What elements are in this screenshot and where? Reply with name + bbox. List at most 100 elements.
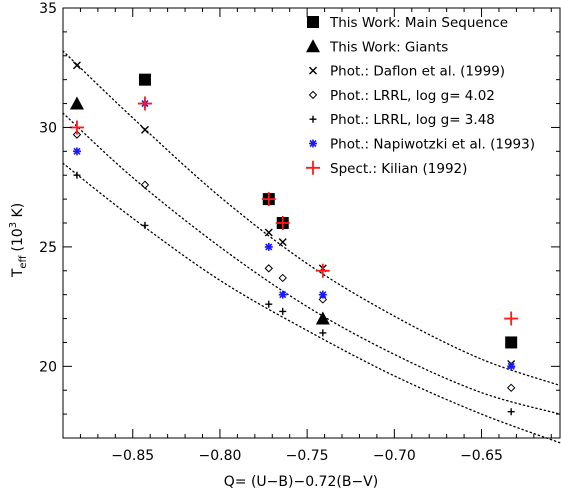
data-point-bigplus-1 — [69, 120, 84, 135]
legend-label: Phot.: LRRL, log g= 3.48 — [330, 112, 495, 128]
marker-shape — [279, 307, 287, 315]
x-tick-label: −0.65 — [460, 448, 503, 464]
y-tick-label: 25 — [39, 240, 57, 256]
data-point-bigplus-2 — [137, 96, 152, 111]
marker-shape — [141, 221, 149, 229]
data-point-diamond-4 — [278, 273, 287, 283]
data-point-x-2 — [140, 125, 149, 134]
marker-shape — [309, 139, 317, 148]
axes: −0.85 −0.80 −0.75 −0.70 −0.65 20 25 30 35 — [39, 1, 561, 464]
data-point-asterisk-4 — [278, 290, 287, 299]
marker-shape — [306, 160, 320, 175]
data-point-plus-3 — [265, 300, 273, 308]
legend-label: Phot.: Daflon et al. (1999) — [330, 64, 505, 80]
legend-marker-bigplus — [306, 160, 320, 175]
data-point-bigplus-3 — [261, 192, 276, 207]
marker-shape — [506, 383, 516, 393]
legend-marker-triangle — [306, 39, 320, 53]
legend-label: This Work: Giants — [329, 39, 448, 55]
y-axis-title-suffix: K) — [10, 203, 26, 222]
data-markers — [69, 61, 519, 416]
data-point-diamond-6 — [506, 383, 516, 393]
y-axis-title-main: T — [10, 268, 26, 278]
fit-curve-1 — [62, 50, 561, 387]
y-axis-title: Teff (103 K) — [8, 203, 29, 278]
data-point-asterisk-1 — [72, 147, 81, 156]
marker-shape — [278, 238, 287, 247]
marker-shape — [72, 130, 82, 139]
data-point-bigplus-6 — [504, 311, 519, 326]
y-axis-title-sub: eff — [18, 254, 29, 268]
marker-shape — [318, 295, 328, 304]
marker-shape — [507, 362, 516, 371]
legend-marker-square — [307, 16, 319, 28]
marker-shape — [309, 66, 317, 75]
y-axis-title-exp: 3 — [8, 222, 19, 228]
data-point-plus-1 — [73, 171, 81, 179]
data-point-diamond-2 — [140, 180, 150, 189]
marker-shape — [264, 242, 273, 251]
marker-shape — [140, 180, 150, 189]
y-tick-label: 35 — [39, 1, 57, 17]
fit-curves — [62, 50, 561, 444]
data-point-asterisk-3 — [264, 242, 273, 251]
marker-shape — [72, 61, 81, 70]
marker-shape — [278, 273, 287, 283]
data-point-x-4 — [278, 238, 287, 247]
legend-marker-diamond — [308, 90, 318, 100]
marker-shape — [140, 125, 149, 134]
data-point-square-1 — [138, 73, 151, 86]
data-point-x-1 — [72, 61, 81, 70]
marker-shape — [138, 73, 151, 86]
data-point-plus-2 — [141, 221, 149, 229]
data-point-plus-5 — [319, 329, 327, 337]
marker-shape — [309, 115, 317, 123]
data-point-triangle-2 — [315, 311, 330, 325]
marker-shape — [306, 39, 320, 53]
x-tick-label: −0.70 — [373, 448, 416, 464]
legend-marker-plus — [309, 115, 317, 123]
marker-shape — [319, 329, 327, 337]
data-point-asterisk-6 — [507, 362, 516, 371]
data-point-bigplus-5 — [315, 263, 330, 278]
data-point-plus-6 — [507, 408, 515, 416]
marker-shape — [264, 264, 273, 273]
marker-shape — [72, 147, 81, 156]
marker-shape — [275, 216, 290, 230]
data-point-diamond-5 — [318, 295, 328, 304]
x-tick-label: −0.75 — [286, 448, 329, 464]
marker-shape — [265, 300, 273, 308]
x-tick-label: −0.85 — [111, 448, 154, 464]
marker-shape — [69, 96, 84, 110]
data-point-diamond-1 — [72, 130, 82, 139]
legend-marker-asterisk — [309, 139, 317, 148]
y-axis-title-unit: (10 — [10, 228, 26, 251]
marker-shape — [261, 192, 276, 207]
marker-shape — [278, 290, 287, 299]
legend-label: Spect.: Kilian (1992) — [330, 161, 467, 177]
y-tick-label: 20 — [39, 359, 57, 375]
data-point-diamond-3 — [264, 264, 273, 273]
marker-shape — [264, 228, 273, 237]
fit-curve-3 — [62, 162, 561, 444]
data-point-triangle-1 — [69, 96, 84, 110]
marker-shape — [308, 90, 318, 100]
legend: This Work: Main Sequence This Work: Giant… — [306, 15, 535, 177]
data-point-x-3 — [264, 228, 273, 237]
marker-shape — [69, 120, 84, 135]
marker-shape — [307, 16, 319, 28]
legend-label: Phot.: LRRL, log g= 4.02 — [330, 88, 495, 104]
x-axis-title: Q= (U−B)−0.72(B−V) — [224, 474, 378, 490]
marker-shape — [507, 408, 515, 416]
marker-shape — [318, 290, 327, 299]
data-point-asterisk-5 — [318, 290, 327, 299]
marker-shape — [505, 336, 518, 349]
data-point-square-4 — [505, 336, 518, 349]
data-point-plus-4 — [279, 307, 287, 315]
x-tick-label: −0.80 — [198, 448, 241, 464]
marker-shape — [137, 96, 152, 111]
marker-shape — [315, 263, 330, 278]
marker-shape — [315, 311, 330, 325]
marker-shape — [73, 171, 81, 179]
